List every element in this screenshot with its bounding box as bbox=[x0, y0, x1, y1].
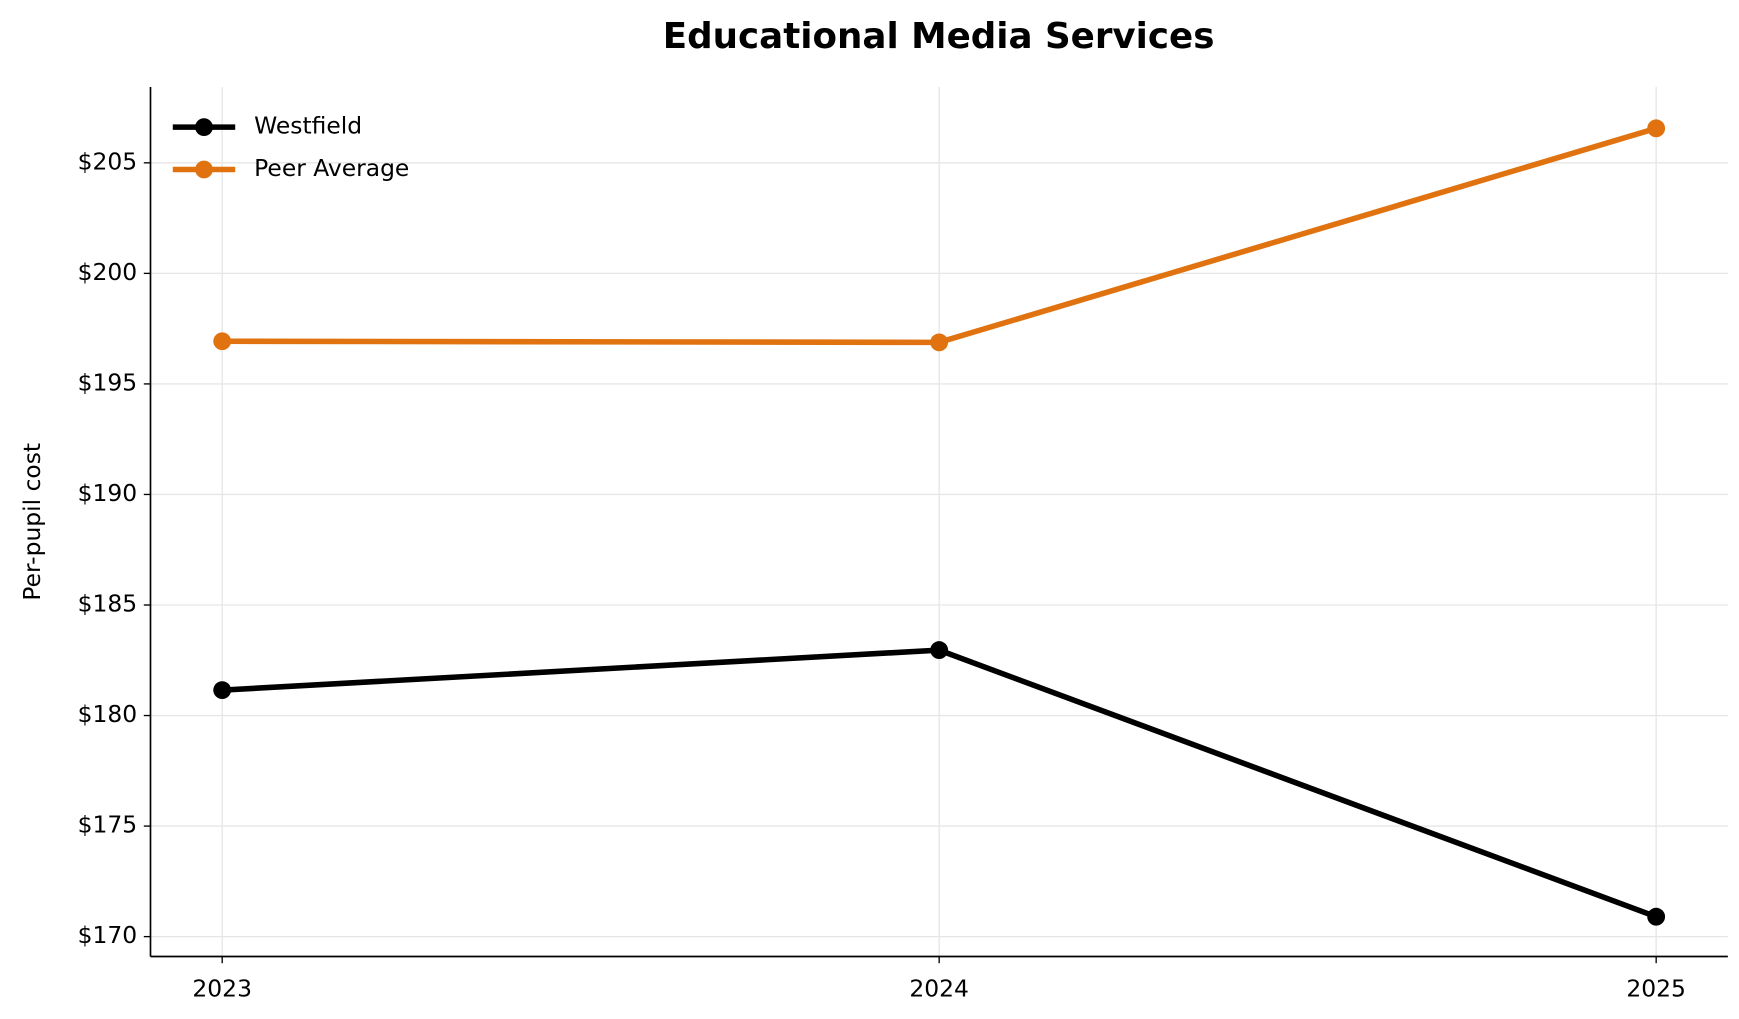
data-point bbox=[1647, 119, 1666, 138]
y-tick-label: $185 bbox=[78, 589, 138, 617]
x-tick-label: 2023 bbox=[192, 974, 252, 1002]
y-tick-label: $180 bbox=[78, 700, 138, 728]
x-tick-label: 2025 bbox=[1626, 974, 1686, 1002]
y-tick-label: $190 bbox=[78, 479, 138, 507]
y-tick-label: $195 bbox=[78, 368, 138, 396]
data-point bbox=[213, 681, 232, 700]
y-tick-label: $170 bbox=[78, 921, 138, 949]
data-point bbox=[930, 333, 949, 352]
y-tick-label: $200 bbox=[78, 258, 138, 286]
legend-label: Peer Average bbox=[254, 154, 409, 182]
legend-marker bbox=[195, 118, 213, 137]
x-tick-label: 2024 bbox=[909, 974, 969, 1002]
data-point bbox=[930, 641, 949, 660]
y-axis-label: Per-pupil cost bbox=[18, 443, 46, 601]
legend-marker bbox=[195, 160, 213, 179]
y-tick-label: $175 bbox=[78, 811, 138, 839]
data-point bbox=[213, 332, 232, 351]
chart-title: Educational Media Services bbox=[663, 16, 1215, 57]
legend-label: Westfield bbox=[254, 112, 362, 140]
data-point bbox=[1647, 907, 1666, 926]
y-tick-label: $205 bbox=[78, 147, 138, 175]
